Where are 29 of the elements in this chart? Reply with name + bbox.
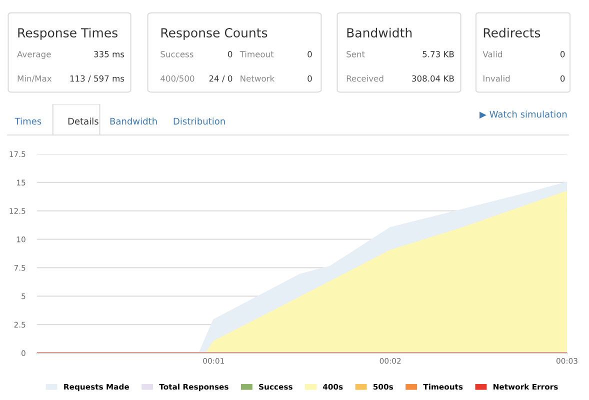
text: Average: [17, 51, 51, 59]
text: Distribution: [174, 118, 225, 125]
text: Network: [240, 75, 275, 82]
text: 24 / 0: [209, 75, 232, 82]
text: Times: [14, 118, 42, 125]
text: Details: [68, 118, 98, 125]
text: Bandwidth: [110, 118, 157, 125]
text: Received: [346, 75, 384, 82]
text: Min/Max: [18, 75, 52, 82]
text: ▶ Watch simulation: [480, 110, 567, 119]
text: Redirects: [484, 28, 540, 38]
text: 0: [308, 75, 312, 82]
text: 308.04 KB: [412, 75, 454, 82]
text: Response Counts: [161, 28, 268, 40]
text: 113 / 597 ms: [70, 75, 124, 82]
text: 0: [560, 75, 565, 82]
text: 0: [560, 51, 565, 58]
text: 335 ms: [94, 51, 124, 58]
text: Invalid: [484, 75, 510, 82]
text: Sent: [346, 51, 365, 58]
text: 400/500: [160, 75, 194, 82]
text: 0: [308, 51, 312, 58]
text: Response Times: [18, 28, 118, 40]
text: Bandwidth: [347, 28, 412, 38]
text: 5.73 KB: [422, 51, 454, 58]
text: Valid: [482, 50, 502, 58]
text: Success: [160, 51, 194, 58]
text: Timeout: [240, 50, 274, 58]
text: 0: [228, 51, 232, 58]
